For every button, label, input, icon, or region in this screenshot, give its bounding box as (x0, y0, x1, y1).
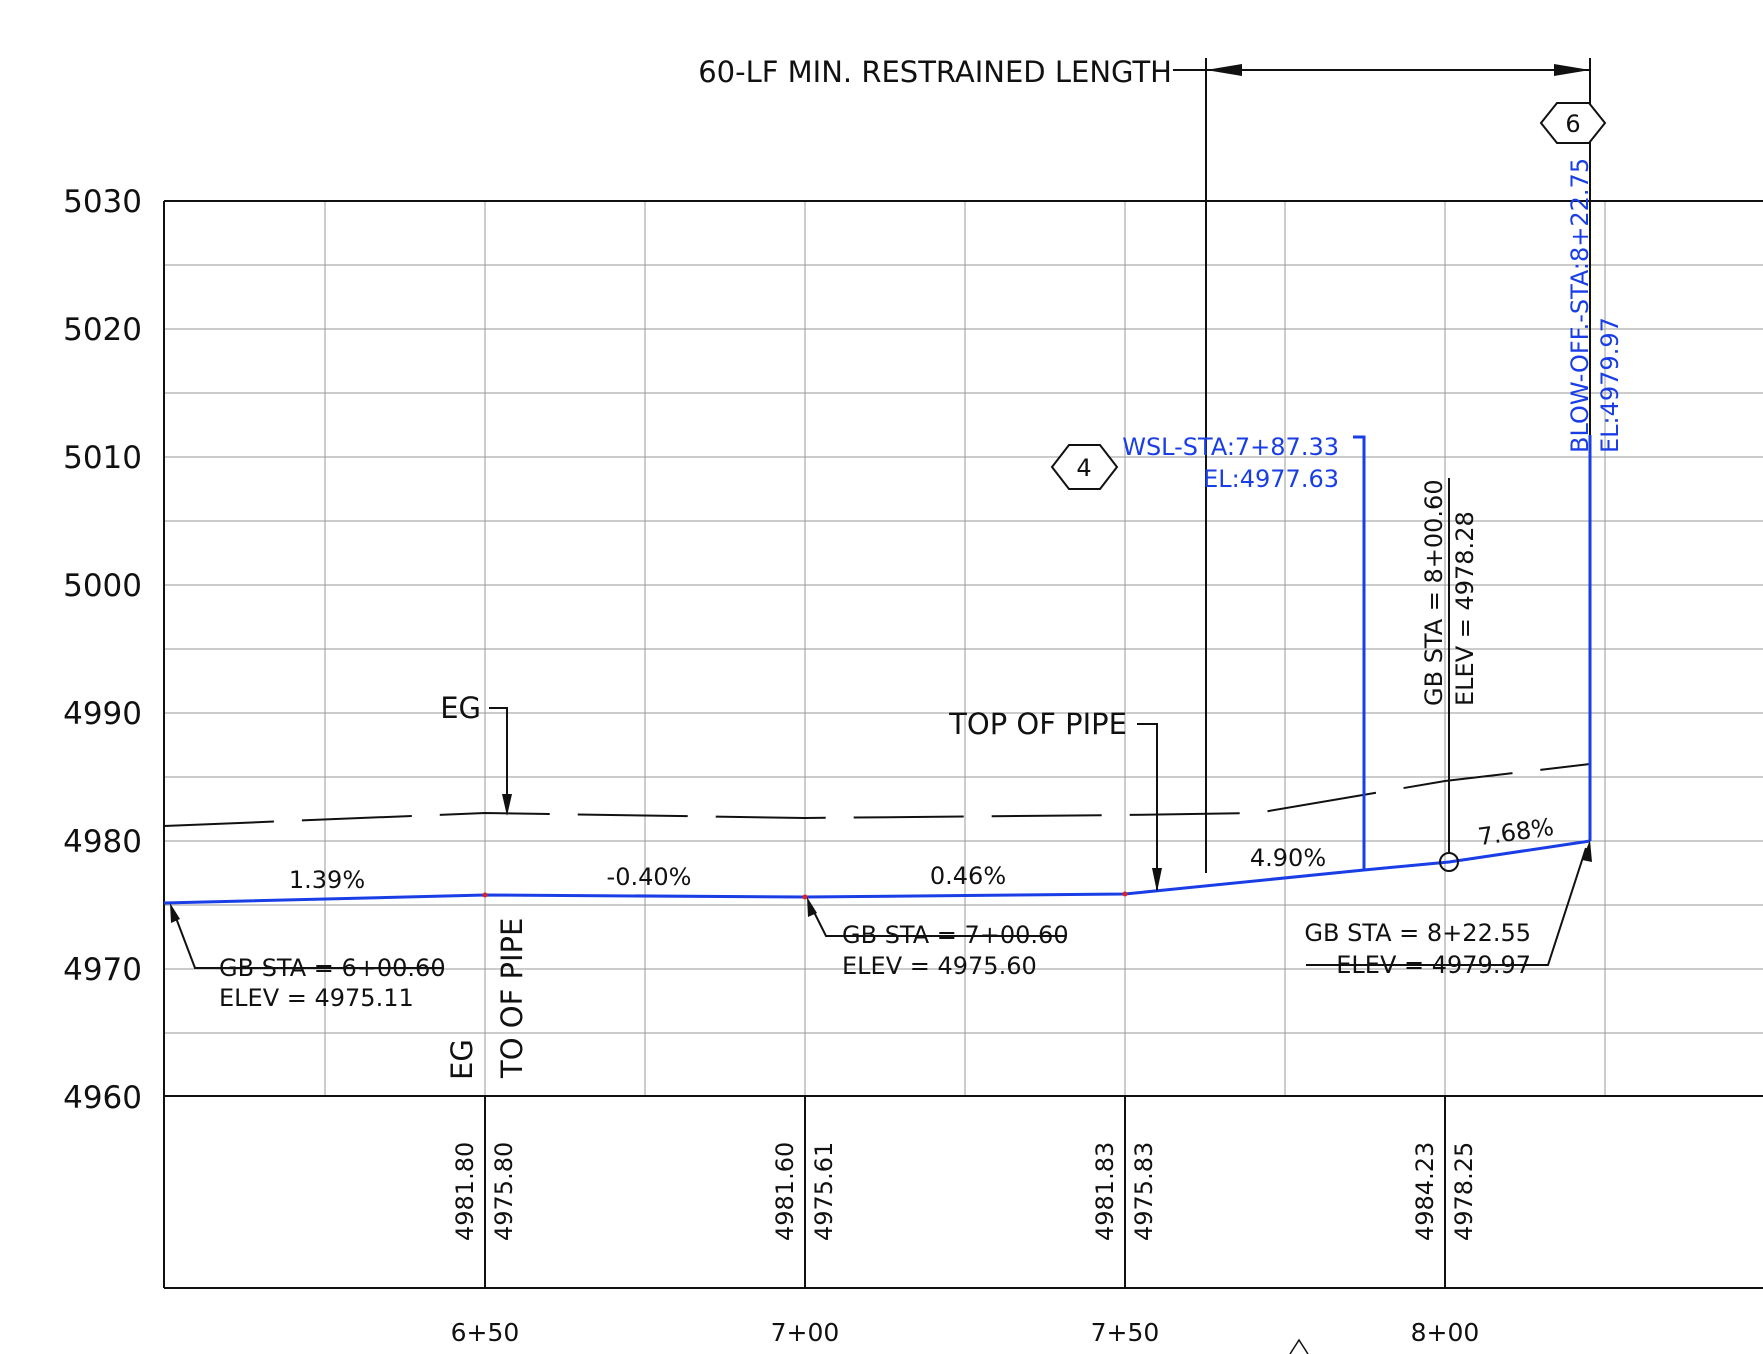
leader-arrow-icon (1152, 868, 1162, 892)
svg-text:6: 6 (1565, 110, 1580, 138)
wsl-elevation-label: EL:4977.63 (1203, 465, 1339, 493)
leader-arrow-icon (170, 903, 180, 923)
y-tick-label: 5020 (63, 312, 142, 348)
grade-label: -0.40% (607, 863, 692, 891)
grade-label: 4.90% (1250, 844, 1326, 872)
pipe-elevation: 4975.83 (1130, 1142, 1158, 1241)
grade-break-elevation: ELEV = 4979.97 (1336, 951, 1531, 979)
svg-text:4: 4 (1076, 454, 1091, 482)
x-tick-label: 6+50 (451, 1318, 520, 1347)
grade-break-station: GB STA = 8+00.60 (1420, 479, 1448, 706)
grade-label: 0.46% (930, 862, 1006, 890)
wsl-station-label: WSL-STA:7+87.33 (1122, 433, 1339, 461)
blowoff-elevation-label: EL:4979.97 (1596, 317, 1624, 453)
hexagon-icon (1539, 102, 1607, 144)
x-tick-label: 7+00 (771, 1318, 840, 1347)
grade-label: 7.68% (1476, 813, 1555, 851)
grade-break-elevation: ELEV = 4975.11 (219, 984, 414, 1012)
top-of-pipe-row-label: TO OF PIPE (495, 918, 529, 1079)
eg-label: EG (440, 691, 481, 725)
y-tick-label: 4990 (63, 696, 142, 732)
grade-break-station: GB STA = 6+00.60 (219, 954, 446, 982)
top-of-pipe-callout: TOP OF PIPE (948, 707, 1162, 892)
leader-arrow-icon (807, 897, 817, 917)
eg-elevation: 4981.60 (771, 1142, 799, 1241)
y-axis-labels: 5030 5020 5010 5000 4990 4980 4970 4960 (63, 184, 142, 1116)
grade-break-callout: GB STA = 8+22.55 ELEV = 4979.97 (1304, 840, 1592, 979)
plot-frame (163, 200, 1763, 1289)
vertex-marker (482, 892, 488, 898)
x-tick-label: 7+50 (1091, 1318, 1160, 1347)
x-axis-labels: 6+50 7+00 7+50 8+00 (451, 1318, 1480, 1354)
pipe-profile-line (163, 839, 1591, 905)
y-tick-label: 4970 (63, 952, 142, 988)
pipe-vertices (482, 852, 1459, 900)
eg-callout: EG (440, 691, 512, 816)
eg-elevation: 4981.83 (1091, 1142, 1119, 1241)
y-tick-label: 5030 (63, 184, 142, 220)
leader-arrow-icon (1582, 840, 1592, 862)
top-of-pipe-label: TOP OF PIPE (948, 707, 1127, 741)
hexagon-icon (1050, 444, 1119, 490)
pipe-elevation: 4978.25 (1450, 1142, 1478, 1241)
grade-break-callout: GB STA = 7+00.60 ELEV = 4975.60 (807, 897, 1069, 980)
restrained-length-dimension: 60-LF MIN. RESTRAINED LENGTH (698, 55, 1591, 873)
y-tick-label: 5000 (63, 568, 142, 604)
hex-callout-6: 6 (1539, 102, 1607, 144)
wsl-leader-line (1353, 435, 1366, 870)
grade-break-station: GB STA = 8+22.55 (1304, 919, 1531, 947)
grade-break-callout: GB STA = 8+00.60 ELEV = 4978.28 (1420, 478, 1479, 853)
grade-label: 1.39% (289, 866, 365, 894)
eg-row-label: EG (445, 1039, 479, 1080)
pipe-elevation: 4975.80 (490, 1142, 518, 1241)
y-tick-label: 4960 (63, 1080, 142, 1116)
grade-break-station: GB STA = 7+00.60 (842, 921, 1069, 949)
dim-arrow-right-icon (1554, 64, 1590, 76)
eg-elevation: 4984.23 (1411, 1142, 1439, 1241)
vertex-marker (1122, 891, 1128, 897)
dim-arrow-left-icon (1206, 64, 1242, 76)
x-tick-label: 8+00 (1411, 1318, 1480, 1347)
pipe-elevation: 4975.61 (810, 1142, 838, 1241)
vertex-marker (802, 894, 808, 900)
leader-arrow-icon (502, 794, 512, 816)
grade-break-elevation: ELEV = 4978.28 (1451, 511, 1479, 706)
y-tick-label: 5010 (63, 440, 142, 476)
elevation-table: 4981.80 4975.80 4981.60 4975.61 4981.83 … (451, 1142, 1478, 1241)
north-caret-icon (1289, 1338, 1309, 1354)
blowoff-station-label: BLOW-OFF.-STA:8+22.75 (1566, 158, 1594, 453)
grade-break-callout: GB STA = 6+00.60 ELEV = 4975.11 (170, 903, 446, 1012)
eg-elevation: 4981.80 (451, 1142, 479, 1241)
grade-labels: 1.39% -0.40% 0.46% 4.90% 7.68% (289, 813, 1556, 894)
existing-ground-line (163, 763, 1591, 827)
hex-callout-4: 4 (1050, 444, 1119, 490)
y-tick-label: 4980 (63, 824, 142, 860)
grade-break-elevation: ELEV = 4975.60 (842, 952, 1037, 980)
drawing-title: 60-LF MIN. RESTRAINED LENGTH (698, 55, 1172, 89)
